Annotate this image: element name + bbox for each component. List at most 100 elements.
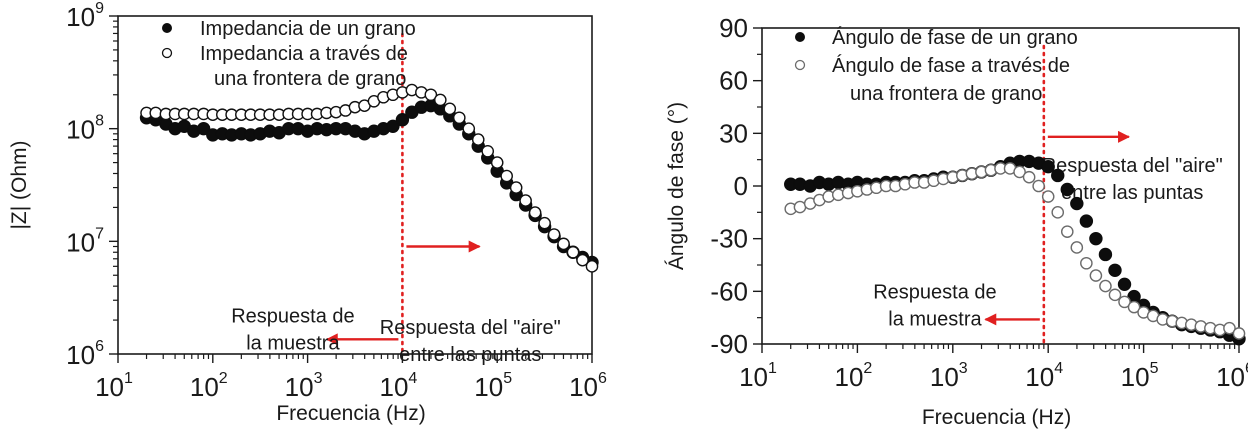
data-point-open (793, 200, 807, 214)
y-tick-label: 106 (66, 338, 104, 370)
legend-marker-filled (162, 23, 172, 33)
legend-entry: Impedancia a través de una frontera de gr… (161, 43, 408, 90)
data-point-open (1051, 206, 1065, 219)
data-point-open (434, 93, 447, 107)
x-tick-label: 103 (285, 370, 323, 402)
y-tick-label: -30 (710, 224, 748, 254)
data-point-open (1232, 327, 1246, 340)
legend-label: Impedancia de un grano (200, 18, 416, 40)
series-filled (139, 98, 599, 270)
data-point-open (452, 111, 466, 125)
annotation-line: Respuesta de (873, 281, 996, 303)
data-point-filled (196, 121, 211, 136)
data-point-open (509, 181, 523, 194)
legend-label: Impedancia a través de (200, 43, 408, 65)
data-point-open (462, 122, 476, 135)
y-tick-label: -60 (710, 276, 748, 306)
legend-marker-filled (795, 32, 805, 42)
x-tick-label: 104 (1025, 360, 1063, 392)
y-tick-label: 0 (734, 171, 748, 201)
legend-label: Ángulo de fase a través de (832, 54, 1070, 77)
data-point-filled (386, 119, 400, 133)
data-point-open (519, 194, 532, 207)
data-point-filled (395, 113, 410, 127)
x-tick-label: 103 (930, 360, 968, 392)
data-point-open (1223, 321, 1236, 335)
data-point-filled (1051, 168, 1065, 183)
data-point-open (547, 228, 561, 241)
legend-marker-open (161, 47, 173, 59)
x-tick-label: 101 (95, 370, 133, 402)
data-point-open (585, 260, 599, 273)
legend-marker-open (794, 59, 806, 71)
data-point-open (1089, 269, 1103, 282)
x-tick-label: 106 (1216, 360, 1248, 392)
x-tick-label: 104 (379, 370, 417, 402)
y-tick-label: 109 (66, 0, 104, 32)
data-point-filled (1117, 277, 1132, 292)
data-point-open (490, 156, 504, 169)
data-point-open (1080, 256, 1093, 270)
data-point-open (557, 237, 570, 251)
data-point-filled (1089, 231, 1103, 246)
annotation-line: Respuesta del "aire" (380, 317, 561, 339)
data-point-open (1118, 295, 1131, 309)
x-tick-label: 102 (190, 370, 228, 402)
data-point-open (471, 133, 485, 146)
legend-entry: Ángulo de fase de un grano (795, 26, 1078, 49)
data-point-open (1060, 225, 1074, 238)
data-point-open (424, 88, 438, 102)
y-tick-label: -90 (710, 329, 748, 359)
data-point-filled (1060, 182, 1074, 197)
x-tick-label: 105 (1121, 360, 1159, 392)
y-tick-label: 30 (719, 118, 748, 148)
annotation-line: la muestra (246, 333, 340, 355)
legend-entry: Ángulo de fase a través de una frontera d… (794, 54, 1070, 105)
data-point-open (1127, 300, 1141, 314)
legend-label: una frontera de grano (850, 83, 1042, 105)
y-tick-label: 107 (66, 225, 104, 257)
data-point-open (1041, 190, 1055, 203)
annotation-line: entre las puntas (1061, 182, 1203, 204)
data-point-open (1013, 165, 1026, 179)
data-point-filled (1098, 247, 1113, 262)
y-axis-label: |Z| (Ohm) (8, 140, 31, 229)
data-point-open (576, 253, 589, 267)
legend-label: Ángulo de fase de un grano (832, 26, 1078, 49)
data-point-open (1022, 170, 1036, 184)
annotation-line: la muestra (888, 308, 982, 330)
data-point-open (566, 245, 580, 259)
x-axis-label: Frecuencia (Hz) (922, 406, 1071, 429)
x-tick-label: 102 (834, 360, 872, 392)
y-axis-label: Ángulo de fase (°) (665, 102, 688, 270)
data-point-open (1099, 279, 1112, 293)
legend-entry: Impedancia de un grano (162, 18, 416, 40)
x-tick-label: 106 (569, 370, 607, 402)
legend-label: una frontera de grano (214, 68, 406, 90)
data-point-open (538, 216, 551, 230)
impedance-chart: 101 102 103 104 105 106 106 107 108 109 Frecuencia… (8, 0, 607, 425)
annotation-line: Respuesta de (231, 306, 354, 328)
data-point-open (1108, 288, 1122, 302)
data-point-open (481, 144, 495, 158)
series-open (140, 83, 599, 273)
y-tick-label: 90 (719, 13, 748, 43)
y-tick-label: 60 (719, 66, 748, 96)
data-point-filled (1070, 196, 1084, 211)
x-tick-label: 101 (739, 360, 777, 392)
annotation-line: Respuesta del "aire" (1042, 155, 1223, 177)
plot-frame (117, 15, 593, 355)
data-point-open (1070, 241, 1084, 254)
phase-angle-chart: 101 102 103 104 105 106 90 60 30 0 -30 -60 -90 Frecue… (665, 13, 1248, 429)
data-point-open (528, 206, 542, 219)
annotation-line: entre las puntas (399, 344, 541, 366)
data-point-filled (1041, 159, 1055, 174)
data-point-filled (1108, 263, 1122, 277)
data-point-open (1032, 179, 1045, 193)
data-point-open (443, 102, 457, 116)
y-tick-label: 108 (66, 113, 104, 145)
data-point-open (149, 106, 163, 120)
x-axis-label: Frecuencia (Hz) (276, 402, 425, 425)
x-tick-label: 105 (474, 370, 512, 402)
